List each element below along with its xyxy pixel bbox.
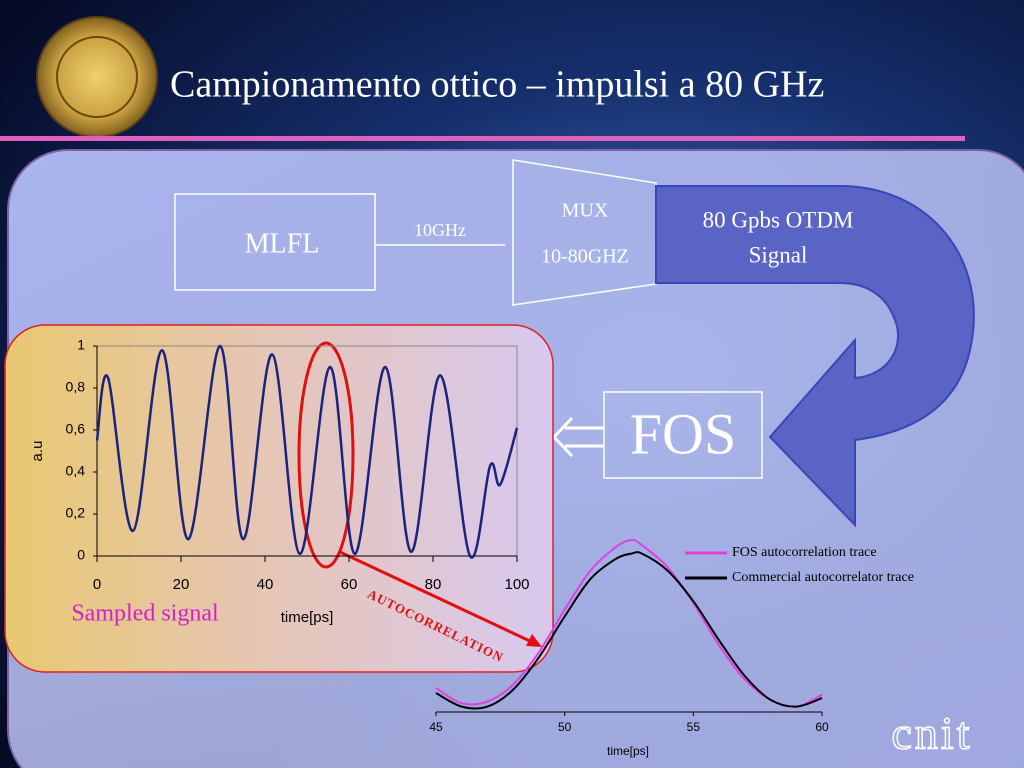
legend-label: FOS autocorrelation trace: [732, 545, 877, 560]
cnit-logo: cnit: [892, 708, 973, 759]
title-rule: [0, 136, 965, 141]
signal-label: Signal: [749, 242, 808, 267]
mlfl-label: MLFL: [245, 228, 320, 259]
x-tick-label: 60: [815, 720, 829, 734]
legend-label: Commercial autocorrelator trace: [732, 570, 914, 585]
signal-label: 80 Gpbs OTDM: [703, 207, 854, 232]
y-tick-label: 0,6: [66, 421, 86, 437]
link-label: 10GHz: [414, 220, 466, 240]
y-tick-label: 0,4: [66, 463, 86, 479]
fos-box: [603, 391, 763, 479]
sampled-panel: [4, 324, 554, 673]
fos-label: FOS: [630, 401, 736, 466]
x-tick-label: 80: [425, 576, 442, 593]
x-tick-label: 0: [93, 576, 101, 593]
x-tick-label: 40: [257, 576, 274, 593]
x-tick-label: 45: [429, 720, 443, 734]
x-tick-label: 55: [687, 720, 701, 734]
seal-logo: [36, 16, 158, 138]
annotation-arrow: [339, 550, 533, 644]
annotation-arrowhead: [526, 634, 542, 647]
x-tick-label: 20: [173, 576, 190, 593]
mux-range: 10-80GHZ: [541, 246, 629, 268]
y-tick-label: 0: [77, 547, 85, 563]
series-line: [435, 538, 823, 708]
series-line: [435, 551, 823, 710]
x-tick-label: 50: [558, 720, 572, 734]
signal-arrow: [655, 185, 975, 528]
y-axis-label: a.u: [29, 441, 46, 462]
fos-arrow: [551, 416, 604, 458]
y-tick-label: 0,2: [66, 505, 86, 521]
y-tick-label: 1: [77, 337, 85, 353]
seal-ring: [56, 36, 138, 118]
y-tick-label: 0,8: [66, 379, 86, 395]
slide-title: Campionamento ottico – impulsi a 80 GHz: [170, 64, 824, 106]
mux-label: MUX: [562, 200, 609, 222]
caption: Sampled signal: [71, 601, 219, 627]
x-tick-label: 100: [504, 576, 529, 593]
mlfl-box: [174, 193, 376, 291]
x-tick-label: 60: [341, 576, 358, 593]
highlight-ellipse: [297, 341, 355, 569]
series-line: [95, 344, 519, 559]
x-axis-label: time[ps]: [607, 744, 649, 758]
x-axis-label: time[ps]: [281, 609, 334, 626]
